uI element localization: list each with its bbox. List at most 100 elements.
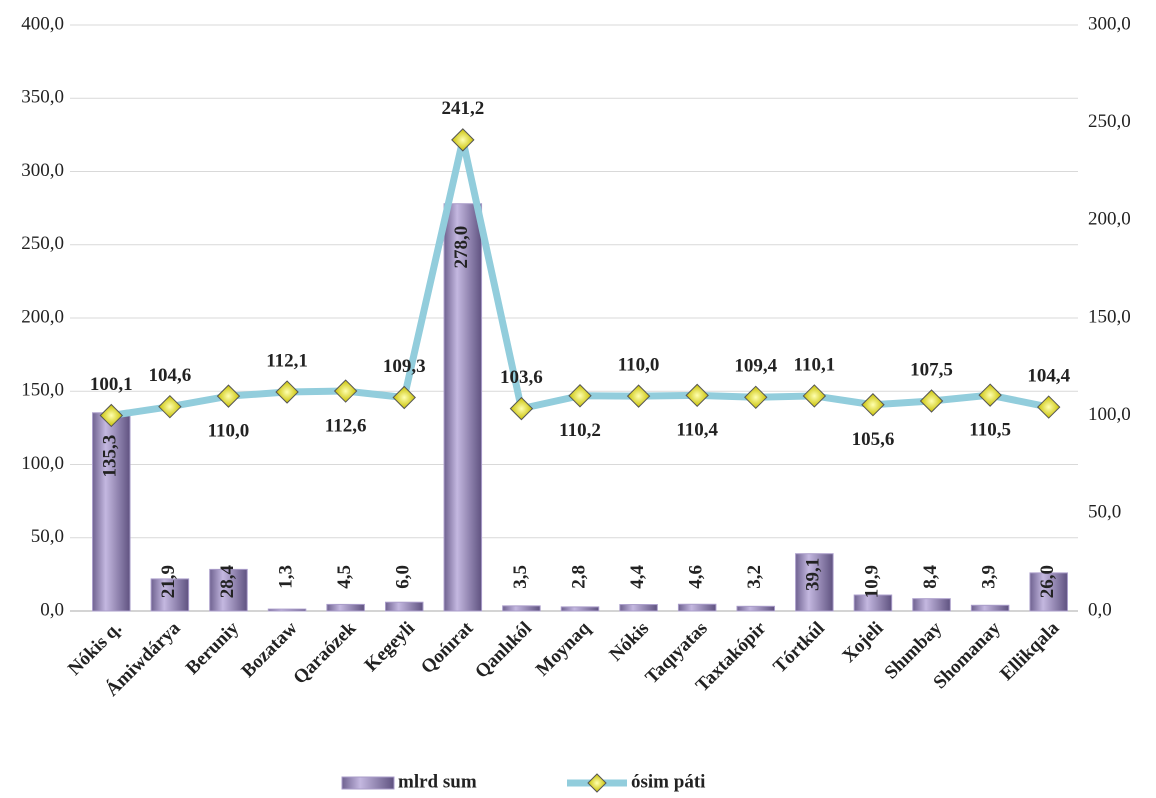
x-tick-label: Tórtkúl	[769, 618, 829, 678]
y2-tick-label: 300,0	[1088, 13, 1131, 34]
bar-value-label: 4,6	[686, 565, 707, 589]
line-marker	[275, 380, 299, 404]
line-marker	[744, 385, 768, 410]
legend-label: mlrd sum	[398, 771, 477, 792]
line-marker	[333, 379, 358, 403]
line-value-label: 105,6	[852, 429, 895, 450]
line-marker	[861, 393, 885, 417]
line-marker	[216, 384, 241, 408]
line-marker	[509, 396, 534, 421]
line-value-label: 112,1	[266, 350, 308, 371]
bar-value-label: 1,3	[275, 565, 296, 589]
bar-value-label: 39,1	[803, 558, 824, 591]
bar-value-label: 26,0	[1037, 565, 1058, 598]
bar	[560, 606, 600, 612]
line-value-label: 104,6	[149, 365, 192, 386]
bar	[677, 603, 717, 612]
x-tick-label: Beruniy	[182, 617, 243, 678]
bar-value-label: 4,4	[627, 565, 648, 589]
bar	[912, 598, 951, 612]
line-value-label: 110,5	[969, 420, 1011, 441]
line-marker	[802, 384, 827, 408]
y-tick-label: 250,0	[21, 233, 64, 254]
x-tick-label: Moynaq	[532, 617, 595, 680]
line-value-label: 107,5	[910, 359, 953, 380]
bar	[92, 412, 131, 612]
bar	[795, 553, 834, 612]
line-marker	[451, 128, 475, 152]
line-marker	[685, 383, 709, 408]
bar-value-label: 278,0	[451, 226, 472, 269]
y2-tick-label: 250,0	[1088, 111, 1131, 132]
line-value-label: 241,2	[441, 98, 484, 119]
x-tick-label: Xojeli	[838, 618, 887, 667]
bar	[443, 203, 483, 612]
x-tick-label: Qaraózek	[289, 617, 360, 688]
bar-value-label: 2,8	[568, 565, 589, 589]
bar-value-label: 4,5	[334, 565, 355, 589]
bar	[1029, 572, 1068, 612]
bar	[736, 605, 776, 612]
line-value-label: 110,0	[618, 354, 660, 375]
bar-value-label: 21,9	[158, 565, 179, 598]
line-value-label: 103,6	[500, 367, 543, 388]
line-value-label: 104,4	[1027, 365, 1070, 386]
line-marker	[919, 389, 944, 413]
y-tick-label: 350,0	[21, 87, 64, 108]
bar	[326, 603, 365, 612]
bar-value-label: 3,9	[978, 565, 999, 589]
line-value-label: 112,6	[325, 415, 367, 436]
line-value-label: 110,2	[559, 420, 601, 441]
x-tick-label: Qanlıkól	[471, 618, 536, 683]
y-tick-label: 400,0	[21, 13, 64, 34]
legend-label: ósim páti	[631, 771, 705, 792]
line-marker	[99, 403, 124, 428]
bar-value-label: 3,2	[744, 565, 765, 589]
bar-value-label: 28,4	[217, 565, 238, 599]
bar	[209, 568, 248, 612]
line-marker	[978, 383, 1002, 407]
legend-swatch	[341, 776, 395, 790]
y-tick-label: 150,0	[21, 380, 64, 401]
y-tick-label: 50,0	[31, 526, 64, 547]
line-marker	[626, 384, 651, 408]
y-tick-label: 300,0	[21, 160, 64, 181]
x-tick-label: Kegeyli	[361, 618, 419, 676]
y2-tick-label: 100,0	[1088, 404, 1131, 425]
bar	[970, 604, 1010, 612]
x-tick-label: Nókis	[605, 618, 653, 666]
bar-value-label: 3,5	[510, 565, 531, 589]
line-value-label: 110,0	[208, 420, 250, 441]
line	[110, 136, 1050, 419]
line-value-label: 110,1	[794, 354, 836, 375]
bar	[619, 604, 658, 612]
bar	[267, 608, 307, 612]
y2-tick-label: 50,0	[1088, 502, 1121, 523]
y2-tick-label: 150,0	[1088, 306, 1131, 327]
bar-value-label: 8,4	[920, 565, 941, 589]
y2-tick-label: 0,0	[1088, 599, 1112, 620]
x-tick-label: Qońırat	[417, 617, 478, 678]
line-marker	[158, 394, 182, 419]
line-marker	[568, 384, 592, 408]
line-marker	[1037, 395, 1061, 419]
bar-value-label: 10,9	[861, 565, 882, 598]
line-value-label: 100,1	[90, 374, 133, 395]
bar-value-label: 6,0	[393, 565, 414, 589]
legend-swatch	[587, 773, 607, 793]
line-value-label: 110,4	[676, 420, 718, 441]
bar	[150, 578, 190, 612]
bar	[853, 594, 893, 612]
bar-value-label: 135,3	[100, 435, 121, 478]
line-value-label: 109,3	[383, 356, 426, 377]
line-value-label: 109,4	[734, 356, 777, 377]
y-tick-label: 200,0	[21, 306, 64, 327]
line-marker	[392, 385, 416, 410]
y2-tick-label: 200,0	[1088, 209, 1131, 230]
y-tick-label: 0,0	[40, 599, 64, 620]
x-tick-label: Ellikqala	[996, 617, 1063, 684]
bar	[502, 605, 541, 612]
y-tick-label: 100,0	[21, 453, 64, 474]
bar	[384, 601, 424, 612]
